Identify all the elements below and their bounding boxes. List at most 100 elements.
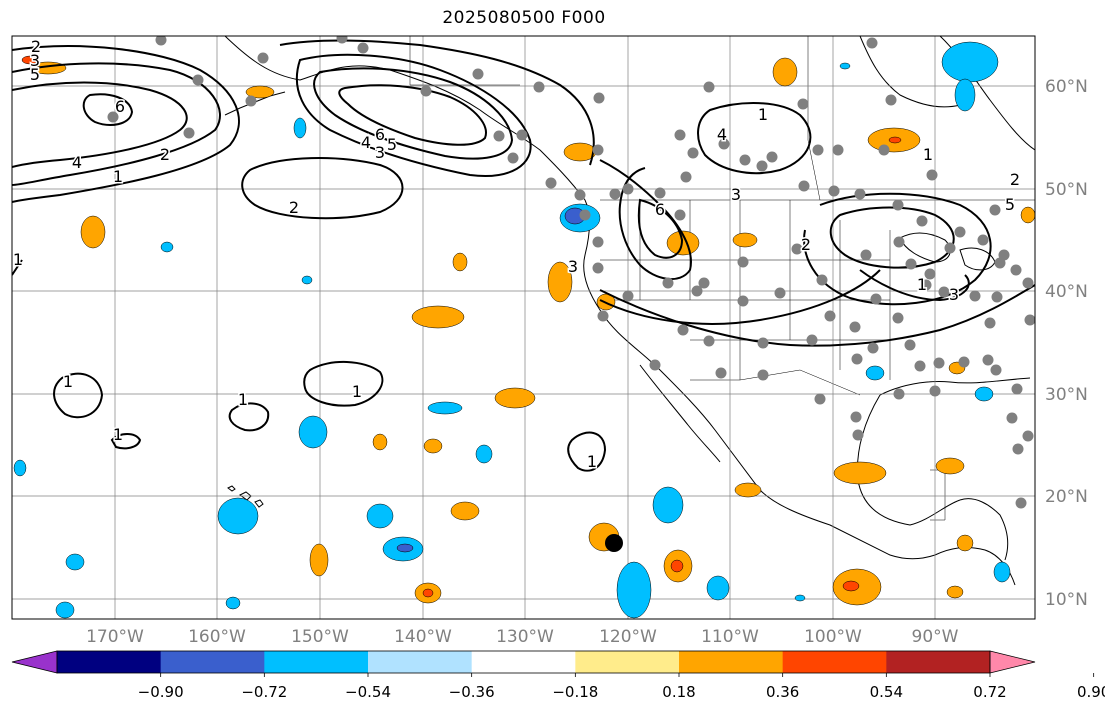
station-dot — [662, 277, 674, 289]
contour-label: 2 — [289, 198, 299, 217]
anomaly-blob — [946, 585, 964, 599]
political-boundaries — [409, 36, 1035, 521]
station-dot — [739, 154, 751, 166]
anomaly-blob — [974, 386, 994, 402]
colorbar-segment — [679, 651, 784, 673]
anomaly-blob — [309, 543, 329, 577]
contour-label: 3 — [731, 185, 741, 204]
anomaly-blob — [547, 261, 573, 303]
anomaly-blob — [217, 497, 259, 535]
station-dot — [850, 411, 862, 423]
anomaly-blob — [616, 561, 652, 619]
anomaly-blob — [475, 444, 493, 464]
colorbar-tick-label: −0.54 — [345, 683, 391, 701]
lon-label: 90°W — [912, 627, 959, 647]
map-frame — [11, 35, 1036, 620]
contour-label: 5 — [1005, 195, 1015, 214]
station-dot — [698, 277, 710, 289]
contour-label: 2 — [31, 37, 41, 56]
station-dot — [687, 147, 699, 159]
colorbar-tick-label: 0.72 — [973, 683, 1006, 701]
station-dot — [812, 144, 824, 156]
anomaly-blob — [732, 232, 758, 248]
contour-label: 6 — [655, 200, 665, 219]
latitude-labels: 60°N 50°N 40°N 30°N 20°N 10°N — [1045, 77, 1088, 610]
station-dot — [860, 249, 872, 261]
station-dot — [472, 68, 484, 80]
anomaly-blob — [225, 596, 241, 610]
contour-label: 1 — [238, 390, 248, 409]
contour-label: 1 — [587, 452, 597, 471]
lon-label: 150°W — [291, 627, 349, 647]
colorbar-segment — [886, 651, 991, 673]
station-dot — [336, 36, 348, 44]
station-dot — [257, 52, 269, 64]
station-dot — [757, 369, 769, 381]
station-dot — [649, 359, 661, 371]
station-dot — [832, 144, 844, 156]
contour-label: 5 — [30, 65, 40, 84]
anomaly-blob — [652, 486, 684, 524]
station-dot — [982, 354, 994, 366]
anomaly-blob — [160, 241, 174, 253]
station-dot — [357, 42, 369, 54]
station-dot — [677, 324, 689, 336]
anomaly-blob — [772, 57, 798, 87]
colorbar-segment — [575, 651, 680, 673]
lon-label: 120°W — [599, 627, 657, 647]
anomaly-blob — [427, 401, 463, 415]
station-dot — [622, 183, 634, 195]
station-dot — [756, 160, 768, 172]
station-dot — [1022, 430, 1034, 442]
station-dot — [816, 274, 828, 286]
station-dot — [944, 242, 956, 254]
anomaly-blob — [1020, 206, 1035, 224]
station-dot — [545, 177, 557, 189]
anomaly-blob — [301, 275, 313, 285]
colorbar — [11, 650, 1036, 674]
colorbar-extend-high — [989, 650, 1036, 674]
filled-anomalies — [13, 41, 1035, 619]
lon-label: 160°W — [188, 627, 246, 647]
station-dot — [1022, 277, 1034, 289]
anomaly-blob — [839, 62, 851, 70]
contour-label: 3 — [568, 257, 578, 276]
station-dot — [533, 81, 545, 93]
station-dot — [593, 92, 605, 104]
station-dot — [893, 236, 905, 248]
station-dot — [691, 285, 703, 297]
station-dot — [854, 188, 866, 200]
station-dot — [757, 337, 769, 349]
anomaly-blob — [954, 78, 976, 112]
longitude-labels: 170°W 160°W 150°W 140°W 130°W 120°W 110°W 100°W… — [86, 627, 959, 647]
station-dot — [989, 204, 1001, 216]
contour-label: 2 — [1010, 170, 1020, 189]
contour-label: 3 — [30, 51, 40, 70]
station-dot — [774, 287, 786, 299]
station-dot — [597, 310, 609, 322]
contour-label: 5 — [387, 135, 397, 154]
station-dot — [990, 364, 1002, 376]
anomaly-blob — [298, 415, 328, 449]
anomaly-blob — [452, 252, 468, 272]
station-dot — [885, 94, 897, 106]
contour-label: 6 — [375, 125, 385, 144]
station-dot — [938, 286, 950, 298]
station-dot — [1010, 264, 1022, 276]
anomaly-blob — [293, 117, 307, 139]
station-dot — [984, 317, 996, 329]
station-dot — [797, 98, 809, 110]
station-dot — [991, 291, 1003, 303]
contour-label: 1 — [352, 382, 362, 401]
anomaly-blob — [13, 459, 27, 477]
station-dot — [507, 152, 519, 164]
anomaly-blob — [422, 588, 434, 598]
station-dot — [592, 262, 604, 274]
anomaly-blob — [888, 136, 902, 144]
station-dot — [609, 188, 621, 200]
anomaly-blob — [993, 561, 1011, 583]
contour-label: 1 — [13, 250, 23, 269]
station-dot — [870, 293, 882, 305]
